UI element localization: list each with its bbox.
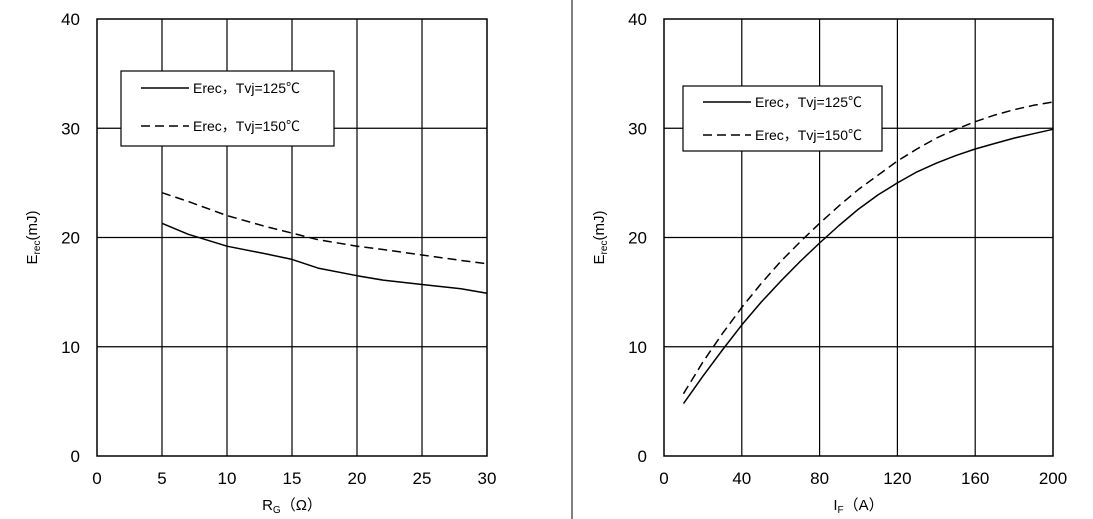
y-tick-label: 0	[71, 447, 80, 466]
y-tick-label: 30	[61, 119, 80, 138]
y-tick-label: 0	[638, 447, 647, 466]
x-tick-label: 20	[348, 469, 367, 488]
y-tick-label: 20	[628, 229, 647, 248]
plot-frame	[96, 18, 488, 457]
series-line-tvj-150	[161, 191, 488, 265]
y-tick-label: 10	[628, 338, 647, 357]
legend-label: Erec，Tvj=125℃	[193, 80, 300, 96]
y-tick-label: 40	[628, 10, 647, 29]
series-line-tvj-150	[682, 101, 1054, 395]
series-line-tvj-125	[161, 222, 488, 294]
x-tick-label: 160	[961, 469, 989, 488]
x-tick-label: 30	[478, 469, 497, 488]
plot-frame	[663, 18, 1054, 457]
x-axis-label: IF（A）	[833, 497, 883, 516]
x-tick-label: 0	[92, 469, 101, 488]
x-axis-label: RG（Ω）	[262, 497, 322, 516]
legend-label: Erec，Tvj=125℃	[755, 94, 862, 110]
y-tick-label: 10	[61, 338, 80, 357]
legend-label: Erec，Tvj=150℃	[755, 127, 862, 143]
series-line-tvj-125	[682, 128, 1054, 405]
x-tick-label: 40	[732, 469, 751, 488]
x-tick-label: 25	[413, 469, 432, 488]
chart-erec-vs-if: 0 40 80 120 160 200 0 10 20 30 40 IF（A） Erec(mJ) Erec…	[591, 10, 1067, 516]
y-axis-label: Erec(mJ)	[24, 211, 43, 265]
x-tick-label: 5	[157, 469, 166, 488]
legend-box	[120, 70, 335, 147]
x-tick-label: 0	[659, 469, 668, 488]
legend-label: Erec，Tvj=150℃	[193, 118, 300, 134]
x-tick-label: 10	[218, 469, 237, 488]
legend-box	[682, 85, 883, 152]
x-tick-label: 80	[810, 469, 829, 488]
x-tick-label: 200	[1039, 469, 1067, 488]
chart-erec-vs-rg: 0 5 10 15 20 25 30 0 10 20 30 40 RG（Ω） Erec(mJ) Erec，T…	[24, 10, 496, 516]
y-tick-label: 30	[628, 119, 647, 138]
y-tick-label: 40	[61, 10, 80, 29]
x-tick-label: 15	[283, 469, 302, 488]
y-tick-label: 20	[61, 229, 80, 248]
y-axis-label: Erec(mJ)	[591, 211, 610, 265]
x-tick-label: 120	[883, 469, 911, 488]
